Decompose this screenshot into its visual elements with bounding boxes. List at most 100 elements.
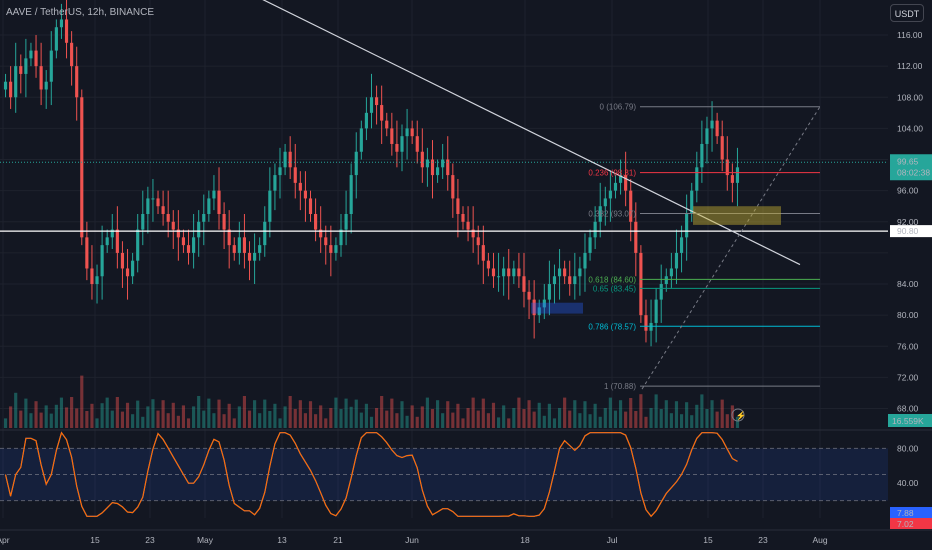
candle	[90, 268, 94, 285]
candle	[212, 190, 216, 199]
volume-bar	[456, 403, 460, 428]
candle	[674, 252, 679, 269]
volume-bar	[314, 414, 318, 428]
volume-bar	[131, 414, 135, 428]
volume-bar	[217, 399, 221, 428]
volume-bar	[34, 401, 38, 428]
volume-bar	[120, 411, 125, 428]
candle	[542, 299, 546, 308]
candle	[344, 214, 348, 230]
time-axis-label: 13	[277, 535, 287, 545]
volume-bar	[151, 399, 155, 428]
candle	[105, 237, 109, 246]
volume-bar	[527, 400, 531, 428]
volume-bar	[303, 413, 307, 428]
candle	[476, 237, 480, 246]
volume-bar	[39, 412, 43, 428]
candle	[568, 276, 572, 285]
volume-bar	[436, 400, 440, 428]
candle	[278, 167, 282, 176]
candle	[618, 175, 623, 183]
time-axis-label: May	[197, 535, 214, 545]
volume-bar	[491, 402, 496, 428]
price-tick-label: 84.00	[897, 279, 919, 289]
volume-bar	[593, 403, 597, 428]
candle	[466, 221, 470, 230]
fib-level-label: 0.786 (78.57)	[588, 322, 636, 331]
volume-bar	[430, 409, 435, 428]
volume-bar	[669, 413, 673, 428]
volume-bar	[278, 418, 282, 428]
time-axis-label: 21	[333, 535, 343, 545]
volume-bar	[308, 401, 313, 428]
candle	[283, 151, 287, 168]
candle	[629, 190, 633, 222]
candle	[385, 120, 389, 129]
fib-level-label: 0.236 (98.31)	[588, 169, 636, 178]
volume-bar	[344, 398, 348, 428]
stoch-k-label: 7.88	[897, 508, 914, 518]
candle	[186, 245, 191, 253]
price-tick-label: 80.00	[897, 310, 919, 320]
candle	[593, 221, 597, 238]
candle	[598, 206, 602, 222]
volume-bar	[664, 400, 668, 428]
candle	[110, 229, 114, 238]
candle	[197, 221, 201, 238]
candle	[100, 245, 104, 277]
volume-bar	[364, 403, 368, 428]
volume-bar	[583, 401, 587, 428]
volume-bar	[80, 375, 84, 428]
volume-bar	[202, 410, 206, 428]
candle	[349, 175, 353, 214]
volume-bar	[705, 409, 709, 428]
volume-bar	[552, 418, 557, 428]
symbol-title: AAVE / TetherUS, 12h, BINANCE	[6, 7, 155, 18]
volume-bar	[547, 403, 551, 428]
volume-bar	[563, 397, 567, 428]
volume-bar	[476, 410, 480, 428]
candle	[334, 245, 338, 253]
candle	[471, 229, 475, 238]
candle	[202, 214, 206, 222]
candle	[685, 214, 689, 238]
candle	[410, 128, 414, 137]
volume-bar	[359, 412, 363, 428]
volume-bar	[156, 410, 160, 428]
candle	[237, 237, 241, 253]
stoch-k-badge	[890, 507, 932, 518]
volume-bar	[466, 408, 470, 428]
candle	[624, 175, 628, 191]
volume-bar	[441, 413, 445, 428]
candle	[725, 159, 729, 176]
candle	[354, 151, 358, 176]
time-axis-label: Jul	[607, 535, 618, 545]
volume-bar	[522, 409, 526, 428]
last-price-badge	[890, 154, 932, 181]
candle	[217, 190, 221, 214]
candle	[649, 322, 653, 331]
volume-bar	[512, 408, 516, 428]
last-price-label: 99.65	[897, 156, 919, 166]
volume-bar	[634, 411, 638, 428]
volume-bar	[390, 398, 394, 428]
volume-bar	[253, 400, 257, 428]
candle	[532, 299, 536, 316]
candle	[705, 128, 709, 144]
price-tick-label: 68.00	[897, 404, 919, 414]
price-tick-label: 104.00	[897, 123, 923, 133]
volume-bar	[54, 404, 58, 428]
lightning-icon	[731, 408, 745, 422]
candle	[608, 190, 612, 199]
candle	[395, 143, 399, 152]
candle	[95, 276, 99, 285]
volume-bar	[339, 409, 343, 428]
volume-bar	[192, 406, 196, 428]
stoch-d-badge	[890, 518, 932, 529]
volume-bar	[171, 402, 175, 428]
currency-button[interactable]: USDT	[890, 4, 924, 22]
hline-label: 90.80	[897, 226, 919, 236]
candle	[258, 245, 262, 253]
volume-bar	[369, 416, 374, 428]
